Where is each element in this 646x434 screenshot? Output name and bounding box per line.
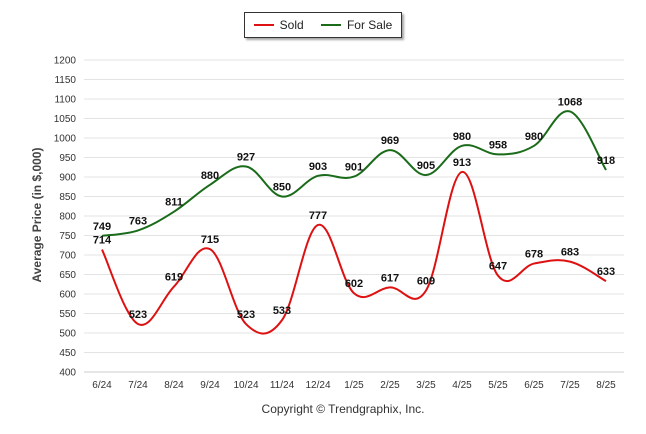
x-tick-label: 4/25 (452, 380, 472, 391)
x-tick-label: 12/24 (305, 380, 330, 391)
x-tick-label: 5/25 (488, 380, 508, 391)
y-tick-label: 600 (59, 290, 76, 301)
y-tick-label: 550 (59, 309, 76, 320)
x-tick-label: 8/24 (164, 380, 184, 391)
legend-swatch-for-sale (320, 24, 341, 26)
y-tick-label: 1050 (54, 114, 77, 125)
y-tick-label: 1150 (54, 75, 76, 86)
data-label-for-sale: 901 (345, 162, 363, 174)
data-label-sold: 715 (201, 234, 219, 246)
y-tick-label: 1000 (54, 134, 77, 145)
data-label-for-sale: 763 (129, 215, 147, 227)
y-tick-label: 450 (59, 348, 76, 359)
y-tick-label: 850 (59, 192, 76, 203)
y-tick-label: 1100 (54, 95, 76, 106)
data-label-for-sale: 850 (273, 182, 291, 194)
data-label-for-sale: 880 (201, 170, 219, 182)
data-label-sold: 777 (309, 210, 327, 222)
y-tick-label: 800 (59, 212, 76, 223)
data-label-for-sale: 918 (597, 155, 615, 167)
data-label-for-sale: 905 (417, 160, 435, 172)
legend: Sold For Sale (244, 12, 402, 38)
x-axis-ticks: 6/24 7/24 8/24 9/24 10/24 11/24 12/24 1/25 2/25 3… (92, 380, 616, 391)
y-tick-label: 900 (59, 173, 76, 184)
data-label-sold: 523 (129, 309, 147, 321)
copyright-text: Copyright © Trendgraphix, Inc. (261, 402, 425, 416)
series-line-sold (101, 170, 607, 335)
data-label-sold: 647 (489, 261, 507, 273)
x-tick-label: 7/24 (128, 380, 148, 391)
data-label-sold: 602 (345, 278, 363, 290)
x-tick-label: 3/25 (416, 380, 436, 391)
data-label-sold: 523 (237, 309, 255, 321)
series-line-for-sale (101, 110, 607, 237)
y-tick-label: 750 (59, 231, 76, 242)
data-label-for-sale: 903 (309, 161, 327, 173)
y-tick-label: 400 (59, 368, 76, 379)
data-label-sold: 619 (165, 272, 183, 284)
x-tick-label: 1/25 (344, 380, 364, 391)
y-tick-label: 650 (59, 270, 76, 281)
grid-lines (84, 59, 624, 373)
legend-swatch-sold (253, 24, 274, 26)
data-label-for-sale: 749 (93, 221, 111, 233)
data-label-sold: 913 (453, 157, 471, 169)
x-tick-label: 7/25 (560, 380, 580, 391)
data-label-for-sale: 969 (381, 135, 399, 147)
y-tick-label: 500 (59, 329, 76, 340)
data-label-sold: 533 (273, 305, 291, 317)
y-tick-label: 700 (59, 251, 76, 262)
y-tick-label: 1200 (54, 56, 77, 67)
legend-item-sold[interactable]: Sold (253, 18, 304, 32)
legend-item-for-sale[interactable]: For Sale (320, 18, 393, 32)
x-tick-label: 10/24 (233, 380, 258, 391)
data-label-for-sale: 811 (165, 197, 183, 209)
data-label-sold: 683 (561, 247, 579, 259)
data-label-for-sale: 980 (525, 131, 543, 143)
data-label-for-sale: 958 (489, 139, 507, 151)
data-label-for-sale: 980 (453, 131, 471, 143)
x-tick-label: 2/25 (380, 380, 400, 391)
y-axis-ticks: 400 450 500 550 600 650 700 750 800 850 900 950 1000… (54, 56, 77, 379)
legend-label-for-sale: For Sale (346, 18, 393, 32)
x-tick-label: 11/24 (270, 380, 295, 391)
data-label-sold: 633 (597, 266, 615, 278)
data-label-sold: 714 (93, 235, 112, 247)
data-label-sold: 617 (381, 272, 399, 284)
x-tick-label: 6/25 (524, 380, 544, 391)
data-label-sold: 678 (525, 249, 543, 261)
x-tick-label: 8/25 (596, 380, 616, 391)
data-label-for-sale: 1068 (558, 96, 582, 108)
line-chart: 400 450 500 550 600 650 700 750 800 850 900 950 1000… (54, 56, 624, 391)
x-tick-label: 9/24 (200, 380, 220, 391)
x-tick-label: 6/24 (92, 380, 112, 391)
legend-label-sold: Sold (279, 18, 304, 32)
data-labels: 714 523 619 715 523 533 777 602 617 609 913 647 678 6… (93, 96, 615, 321)
series-lines (101, 110, 607, 335)
y-tick-label: 950 (59, 153, 76, 164)
data-label-for-sale: 927 (237, 151, 255, 163)
data-label-sold: 609 (417, 275, 435, 287)
